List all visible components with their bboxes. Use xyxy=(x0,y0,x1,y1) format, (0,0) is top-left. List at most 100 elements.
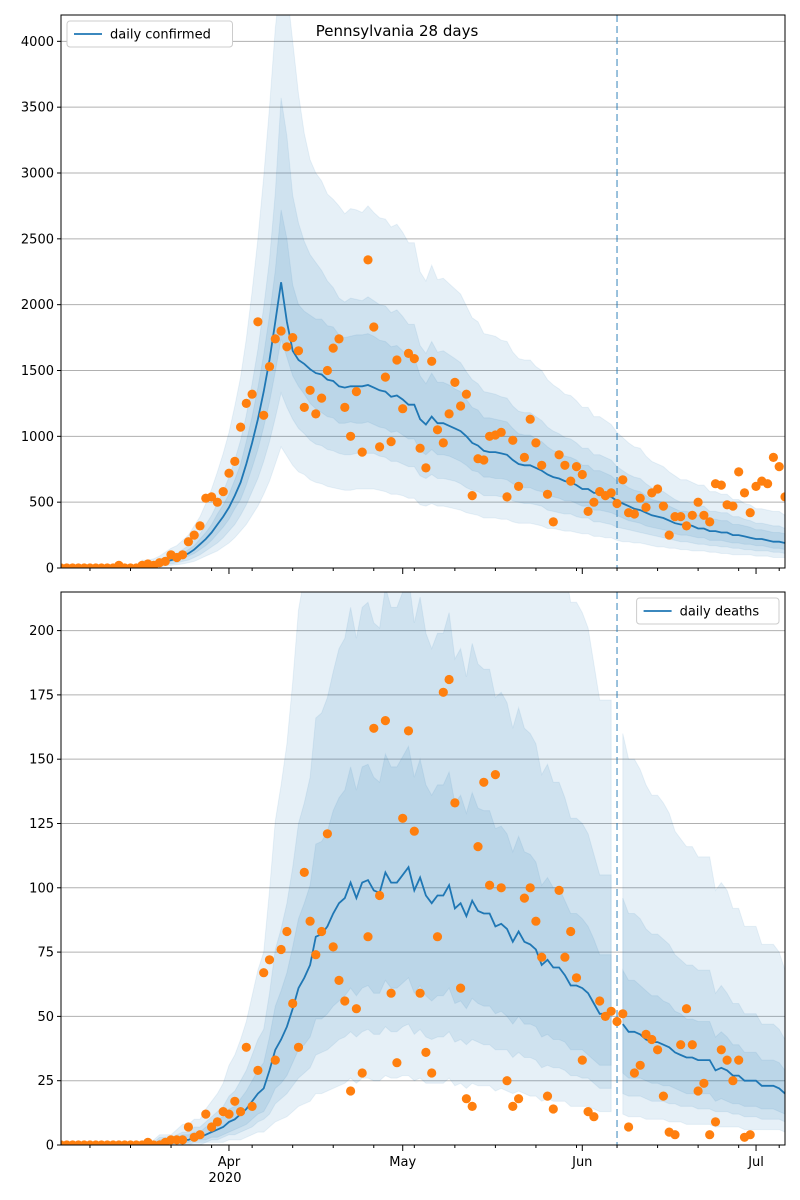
confidence-band xyxy=(622,968,785,1115)
observed-point xyxy=(531,916,541,926)
observed-point xyxy=(658,501,669,511)
observed-point xyxy=(548,517,558,527)
observed-point xyxy=(467,491,477,501)
x-axis-year-label: 2020 xyxy=(208,1171,241,1186)
legend: daily confirmed xyxy=(66,20,233,48)
observed-point xyxy=(629,1068,640,1078)
observed-point xyxy=(212,1117,222,1127)
observed-point xyxy=(647,1034,657,1045)
observed-point xyxy=(438,438,448,448)
y-tick-label: 1500 xyxy=(21,364,54,379)
y-tick-label: 125 xyxy=(29,817,54,832)
y-tick-label: 150 xyxy=(29,753,54,768)
x-tick-label: May xyxy=(389,1155,416,1170)
y-tick-label: 1000 xyxy=(21,430,54,445)
observed-point xyxy=(346,1086,356,1096)
observed-point xyxy=(230,1096,240,1106)
observed-point xyxy=(380,716,390,726)
y-tick-label: 3000 xyxy=(21,167,54,182)
observed-point xyxy=(606,488,616,498)
observed-point xyxy=(415,988,425,998)
observed-point xyxy=(485,880,495,890)
observed-point xyxy=(786,502,795,511)
observed-point xyxy=(270,1055,280,1065)
observed-point xyxy=(571,973,582,983)
observed-point xyxy=(351,1004,361,1014)
observed-point xyxy=(340,402,350,412)
observed-point xyxy=(293,346,304,356)
y-tick-label: 50 xyxy=(37,1010,54,1025)
confidence-band xyxy=(61,592,612,1145)
observed-point xyxy=(595,996,605,1006)
observed-point xyxy=(722,1055,732,1065)
observed-point xyxy=(479,777,489,787)
observed-point xyxy=(334,975,344,986)
observed-point xyxy=(542,1091,553,1101)
legend-box xyxy=(66,20,233,48)
y-tick-label: 500 xyxy=(29,496,54,511)
observed-point xyxy=(375,442,385,452)
observed-point xyxy=(496,427,506,437)
observed-point xyxy=(403,726,414,736)
observed-point xyxy=(264,955,275,965)
observed-point xyxy=(236,422,246,432)
observed-point xyxy=(502,1076,512,1086)
observed-point xyxy=(363,932,373,942)
observed-point xyxy=(490,770,500,780)
observed-point xyxy=(780,492,785,502)
observed-point xyxy=(461,1094,471,1104)
observed-point xyxy=(224,468,234,478)
x-axis-ticks xyxy=(89,568,780,574)
observed-point xyxy=(427,356,437,366)
observed-point xyxy=(774,462,784,472)
observed-point xyxy=(705,1130,715,1140)
observed-point xyxy=(282,342,292,352)
observed-point xyxy=(444,409,454,419)
observed-point xyxy=(311,409,321,419)
y-tick-label: 75 xyxy=(37,946,54,961)
panel-daily-confirmed: 0 500 1000 1500 2000 2500 3000 3500 4000 Pennsyl… xyxy=(21,14,795,577)
observed-point xyxy=(629,509,640,519)
observed-point xyxy=(624,1122,634,1132)
observed-point xyxy=(681,521,692,531)
observed-point xyxy=(664,530,674,540)
observed-point xyxy=(357,447,367,457)
y-tick-label: 0 xyxy=(46,1139,54,1154)
observed-point xyxy=(479,455,489,465)
observed-point xyxy=(218,487,228,497)
observed-point xyxy=(514,1094,524,1104)
y-tick-label: 100 xyxy=(29,881,54,896)
x-axis-ticks: Apr May Jun Jul xyxy=(89,1145,780,1170)
observed-point xyxy=(751,481,761,491)
observed-point xyxy=(566,926,576,937)
observed-point xyxy=(386,437,396,447)
confidence-band xyxy=(622,897,785,1123)
observed-point xyxy=(519,452,530,462)
observed-point xyxy=(444,674,454,685)
observed-point xyxy=(676,1040,686,1050)
observed-point xyxy=(716,480,726,490)
observed-point xyxy=(734,1055,744,1065)
confidence-band xyxy=(622,733,785,1133)
observed-point xyxy=(386,988,396,998)
observed-point xyxy=(687,510,697,520)
observed-point xyxy=(160,556,170,567)
confidence-band xyxy=(61,15,785,568)
observed-point xyxy=(653,484,663,494)
observed-point xyxy=(618,1009,628,1019)
observed-point xyxy=(537,952,547,962)
observed-point xyxy=(212,497,222,507)
observed-point xyxy=(195,1130,205,1140)
observed-point xyxy=(282,926,292,937)
observed-point xyxy=(253,1065,263,1075)
observed-point xyxy=(548,1104,558,1114)
observed-point xyxy=(317,393,327,403)
confidence-band xyxy=(61,592,612,1145)
observed-point xyxy=(456,401,466,411)
observed-point xyxy=(728,501,738,511)
observed-point xyxy=(705,517,715,527)
observed-point xyxy=(716,1045,726,1055)
observed-point xyxy=(745,508,755,518)
legend-label: daily confirmed xyxy=(110,28,211,43)
